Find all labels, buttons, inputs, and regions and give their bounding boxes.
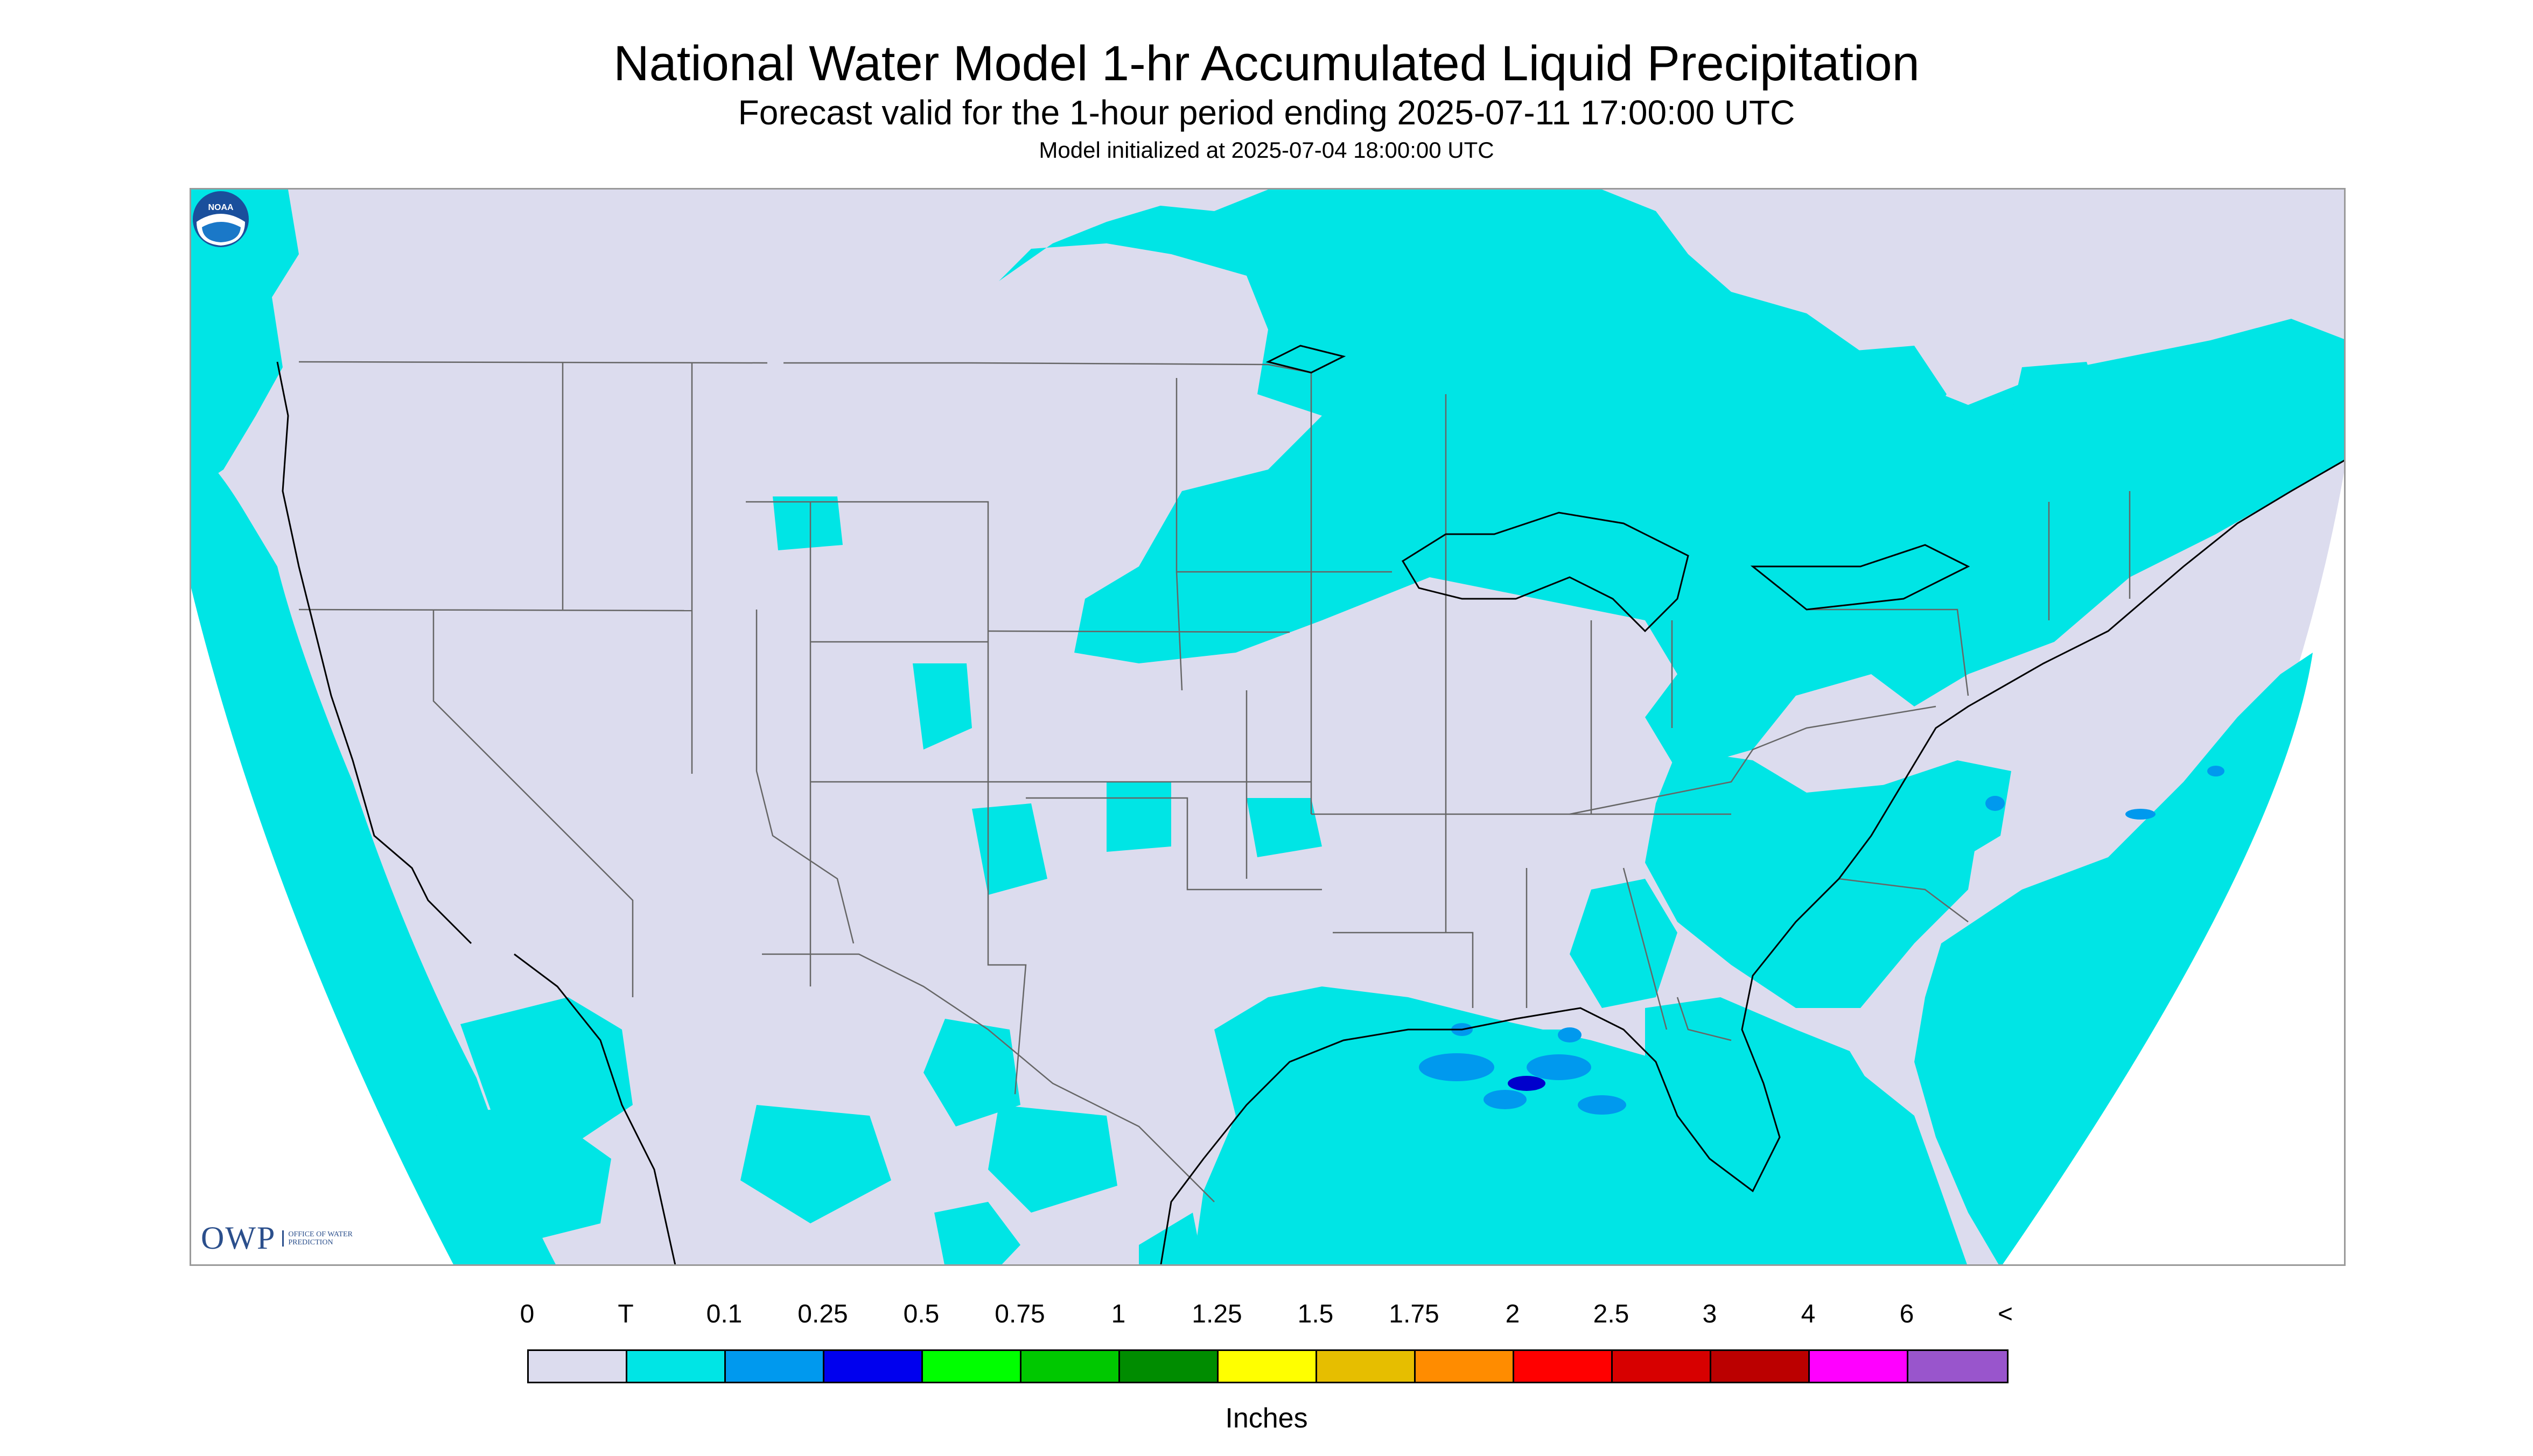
legend-tick-label: 1.5 bbox=[1297, 1300, 1334, 1328]
legend-tick-label: 0 bbox=[520, 1300, 535, 1328]
state-borders bbox=[298, 361, 2131, 1202]
legend-tick-label: 1.75 bbox=[1389, 1300, 1439, 1328]
legend-swatch bbox=[726, 1351, 824, 1382]
map-subtitle: Forecast valid for the 1-hour period end… bbox=[738, 93, 1795, 132]
legend-swatch bbox=[1514, 1351, 1613, 1382]
legend-tick-label: 6 bbox=[1899, 1300, 1914, 1328]
legend-color-bar bbox=[527, 1349, 2009, 1383]
legend-tick-label: 3 bbox=[1702, 1300, 1717, 1328]
legend-tick-label: < bbox=[1997, 1300, 2013, 1328]
legend-swatch bbox=[1908, 1351, 2007, 1382]
moderate-precip-areas bbox=[1508, 1076, 1545, 1091]
legend-tick-label: 1 bbox=[1111, 1300, 1126, 1328]
model-init-line: Model initialized at 2025-07-04 18:00:00… bbox=[1039, 137, 1494, 163]
legend-swatch bbox=[627, 1351, 726, 1382]
legend-tick-label: 0.1 bbox=[706, 1300, 743, 1328]
legend-swatch bbox=[923, 1351, 1021, 1382]
legend-units-label: Inches bbox=[1225, 1403, 1308, 1434]
legend-tick-label: 4 bbox=[1801, 1300, 1816, 1328]
noaa-logo-text: NOAA bbox=[208, 203, 234, 212]
legend-tick-label: 2.5 bbox=[1593, 1300, 1629, 1328]
map-canvas bbox=[191, 190, 2344, 1264]
legend-swatch bbox=[529, 1351, 627, 1382]
legend-swatch bbox=[1711, 1351, 1810, 1382]
owp-logo-subtext: OFFICE OF WATER PREDICTION bbox=[282, 1230, 353, 1247]
coastlines bbox=[276, 345, 2344, 1264]
legend-swatch bbox=[1416, 1351, 1514, 1382]
legend-swatch bbox=[1810, 1351, 1908, 1382]
legend-tick-label: 1.25 bbox=[1192, 1300, 1242, 1328]
legend-tick-label: T bbox=[618, 1300, 634, 1328]
legend-swatch bbox=[1317, 1351, 1416, 1382]
legend-swatch bbox=[824, 1351, 923, 1382]
legend-tick-label: 0.25 bbox=[797, 1300, 848, 1328]
precipitation-map: OWP OFFICE OF WATER PREDICTION NOAA bbox=[190, 188, 2346, 1266]
legend-tick-label: 2 bbox=[1505, 1300, 1520, 1328]
noaa-logo: NOAA bbox=[193, 191, 249, 247]
legend-swatch bbox=[1120, 1351, 1219, 1382]
legend-tick-label: 0.5 bbox=[903, 1300, 940, 1328]
trace-precip-areas bbox=[191, 190, 2344, 1264]
legend-tick-label: 0.75 bbox=[995, 1300, 1045, 1328]
legend-swatch bbox=[1021, 1351, 1120, 1382]
legend-swatch bbox=[1613, 1351, 1711, 1382]
owp-logo: OWP OFFICE OF WATER PREDICTION bbox=[201, 1220, 353, 1257]
light-precip-areas bbox=[1419, 766, 2224, 1115]
legend-swatch bbox=[1219, 1351, 1317, 1382]
map-title: National Water Model 1-hr Accumulated Li… bbox=[613, 36, 1920, 91]
owp-logo-text: OWP bbox=[201, 1220, 276, 1256]
